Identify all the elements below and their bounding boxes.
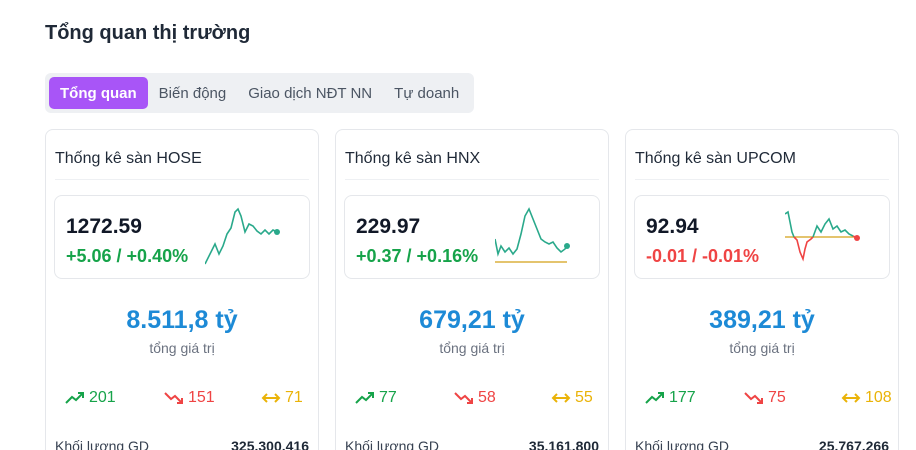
unchanged-count: 71 <box>285 389 303 406</box>
card-hnx: Thống kê sàn HNX 229.97 +0.37 / +0.16% 6… <box>335 129 609 450</box>
decliners-count: 58 <box>478 389 496 406</box>
index-value: 1272.59 <box>66 215 142 238</box>
total-value: 8.511,8 tỷ <box>126 306 238 334</box>
sparkline-line <box>495 207 568 257</box>
unchanged-count: 55 <box>575 389 593 406</box>
card-title: Thống kê sàn HOSE <box>55 150 202 167</box>
decliners-count: 151 <box>188 389 215 406</box>
volume-label: Khối lượng GD <box>55 438 150 450</box>
card-title: Thống kê sàn UPCOM <box>635 150 796 167</box>
sparkline-line-above <box>812 217 854 238</box>
volume-value: 25.767.266 <box>818 438 889 450</box>
index-box[interactable]: 229.97 +0.37 / +0.16% <box>344 195 600 279</box>
card-hose: Thống kê sàn HOSE 1272.59 +5.06 / +0.40%… <box>45 129 319 450</box>
sparkline-end-dot <box>274 229 280 235</box>
arrows-horizontal-icon <box>841 393 861 403</box>
trending-up-icon <box>65 392 84 404</box>
volume-label: Khối lượng GD <box>635 438 730 450</box>
total-value-label: tổng giá trị <box>729 340 795 356</box>
tab-bar: Tổng quan Biến động Giao dịch NĐT NN Tự … <box>45 73 475 113</box>
volume-value: 325.300.416 <box>231 438 309 450</box>
tab-proprietary[interactable]: Tự doanh <box>394 84 460 102</box>
index-value: 92.94 <box>646 215 699 238</box>
volume-label: Khối lượng GD <box>345 438 440 450</box>
sparkline-line <box>205 207 278 265</box>
total-value-label: tổng giá trị <box>149 340 215 356</box>
page-title: Tổng quan thị trường <box>45 22 251 44</box>
index-box[interactable]: 1272.59 +5.06 / +0.40% <box>54 195 310 279</box>
tab-overview[interactable]: Tổng quan <box>49 77 148 109</box>
unchanged: 108 <box>840 389 892 407</box>
arrows-horizontal-icon <box>551 393 571 403</box>
index-change: +5.06 / +0.40% <box>66 246 189 266</box>
trending-down-icon <box>454 392 473 404</box>
sparkline-chart <box>495 207 570 263</box>
unchanged: 71 <box>260 389 303 407</box>
decliners: 151 <box>163 389 215 407</box>
sparkline-line-below <box>793 236 814 262</box>
card-upcom: Thống kê sàn UPCOM 92.94 -0.01 / -0.01% … <box>625 129 899 450</box>
trending-up-icon <box>355 392 374 404</box>
trending-up-icon <box>645 392 664 404</box>
sparkline-end-dot <box>564 243 570 249</box>
sparkline-chart <box>205 207 280 265</box>
sparkline-chart <box>785 210 860 262</box>
sparkline-end-dot <box>854 235 860 241</box>
tab-foreign-trading[interactable]: Giao dịch NĐT NN <box>248 84 373 102</box>
decliners: 58 <box>453 389 496 407</box>
total-value: 679,21 tỷ <box>419 306 525 334</box>
divider <box>345 179 599 180</box>
advancers-count: 201 <box>89 389 116 406</box>
sparkline-line-above <box>785 210 795 238</box>
decliners: 75 <box>743 389 786 407</box>
total-value: 389,21 tỷ <box>709 306 815 334</box>
decliners-count: 75 <box>768 389 786 406</box>
unchanged-count: 108 <box>865 389 892 406</box>
index-change: -0.01 / -0.01% <box>646 246 760 266</box>
unchanged: 55 <box>550 389 593 407</box>
divider <box>55 179 309 180</box>
index-value: 229.97 <box>356 215 421 238</box>
arrows-horizontal-icon <box>261 393 281 403</box>
advancers: 77 <box>354 389 397 407</box>
total-value-label: tổng giá trị <box>439 340 505 356</box>
tab-fluctuation[interactable]: Biến động <box>158 84 227 102</box>
card-title: Thống kê sàn HNX <box>345 150 481 167</box>
advancers-count: 77 <box>379 389 397 406</box>
index-box[interactable]: 92.94 -0.01 / -0.01% <box>634 195 890 279</box>
trending-down-icon <box>744 392 763 404</box>
volume-value: 35.161.800 <box>528 438 599 450</box>
divider <box>635 179 889 180</box>
advancers: 177 <box>644 389 696 407</box>
advancers: 201 <box>64 389 116 407</box>
advancers-count: 177 <box>669 389 696 406</box>
trending-down-icon <box>164 392 183 404</box>
index-change: +0.37 / +0.16% <box>356 246 479 266</box>
